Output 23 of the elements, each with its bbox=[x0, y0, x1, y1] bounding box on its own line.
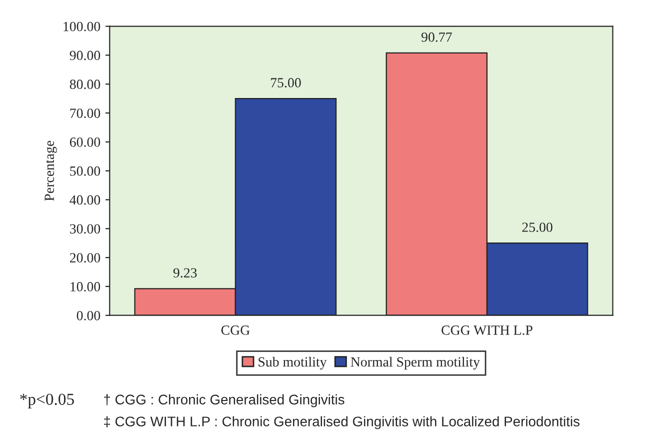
data-label: 9.23 bbox=[173, 268, 197, 278]
x-tick-label: CGG WITH L.P bbox=[442, 326, 532, 335]
data-label: 25.00 bbox=[522, 222, 552, 232]
y-tick-label: 70.00 bbox=[70, 108, 100, 118]
x-tick-label: CGG bbox=[221, 326, 250, 335]
y-tick-label: 50.00 bbox=[70, 166, 100, 176]
y-tick-label: 40.00 bbox=[70, 195, 100, 205]
y-tick-label: 60.00 bbox=[70, 137, 100, 147]
legend-label: Normal Sperm motility bbox=[350, 356, 480, 370]
y-tick-label: 20.00 bbox=[70, 253, 100, 263]
text: † CGG : Chronic Generalised Gingivitis bbox=[104, 394, 344, 408]
y-tick-label: 80.00 bbox=[70, 80, 100, 90]
y-tick-label: 10.00 bbox=[70, 282, 100, 292]
y-axis-title: Percentage bbox=[44, 140, 57, 201]
data-label: 90.77 bbox=[421, 32, 452, 42]
text: *p<0.05 bbox=[20, 394, 74, 408]
text: ‡ CGG WITH L.P : Chronic Generalised Gingivitis with Localized Periodontitis bbox=[104, 416, 580, 430]
data-label: 75.00 bbox=[271, 78, 301, 88]
legend-label: Sub motility bbox=[258, 356, 327, 370]
y-tick-label: 30.00 bbox=[70, 224, 100, 234]
y-tick-label: 90.00 bbox=[70, 50, 100, 60]
y-tick-label: 100.00 bbox=[64, 22, 100, 32]
y-tick-label: 0.00 bbox=[76, 310, 100, 320]
